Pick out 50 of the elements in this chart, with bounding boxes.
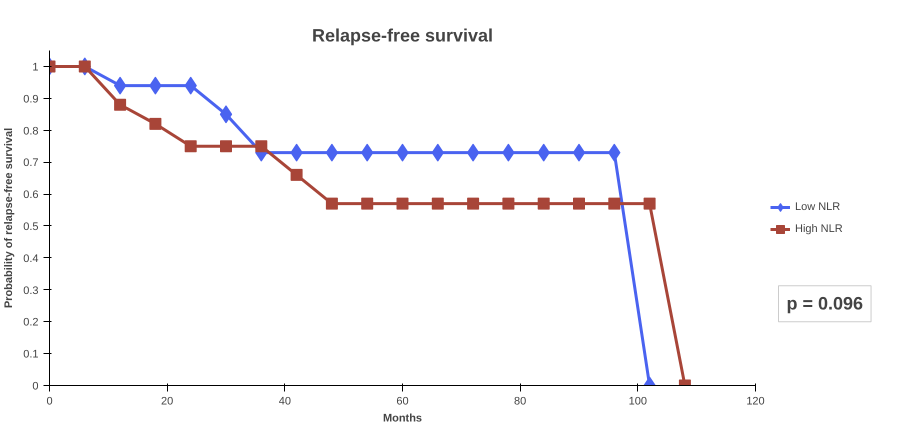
point	[466, 144, 480, 162]
point	[290, 168, 303, 181]
y-tick-label: 1	[32, 61, 39, 74]
y-tick-label: 0.1	[23, 348, 39, 361]
point	[220, 105, 232, 124]
point	[149, 118, 162, 130]
point	[396, 198, 408, 210]
y-tick-label: 0.5	[23, 220, 39, 233]
y-tick-label: 0.7	[23, 157, 39, 170]
legend-label: Low NLR	[795, 200, 840, 212]
point	[644, 198, 656, 210]
point	[326, 144, 338, 162]
point	[361, 198, 374, 210]
x-tick-label: 80	[514, 396, 526, 408]
point	[78, 60, 91, 72]
point	[326, 198, 338, 210]
point	[467, 198, 480, 210]
x-tick-label: 40	[278, 396, 291, 408]
point	[220, 140, 232, 152]
y-tick-label: 0.3	[23, 284, 39, 297]
point	[608, 198, 620, 210]
point	[573, 198, 585, 210]
legend-label: High NLR	[795, 222, 843, 234]
x-axis-title: Months	[382, 412, 422, 424]
y-tick-label: 0.9	[23, 93, 39, 106]
point	[396, 144, 409, 162]
x-tick-label: 100	[628, 396, 648, 408]
point	[502, 198, 514, 210]
point	[432, 198, 444, 210]
x-tick-label: 0	[46, 396, 53, 408]
y-tick-label: 0.2	[23, 316, 39, 329]
y-tick-label: 0.8	[23, 125, 39, 138]
text: p = 0.096	[786, 294, 864, 314]
point	[184, 140, 197, 152]
x-tick-label: 60	[396, 396, 409, 408]
point	[502, 144, 515, 162]
point	[538, 198, 550, 210]
point	[572, 144, 586, 162]
point	[290, 144, 303, 162]
y-tick-label: 0.4	[23, 252, 39, 265]
point	[149, 76, 162, 95]
point	[114, 76, 126, 95]
chart-title: Relapse-free survival	[312, 26, 494, 46]
point	[255, 140, 268, 152]
x-tick-label: 20	[161, 396, 174, 408]
y-axis-title: Probability of relapse-free survival	[3, 128, 16, 308]
y-tick-label: 0	[32, 380, 39, 392]
x-tick-label: 120	[746, 396, 765, 408]
y-tick-label: 0.6	[23, 189, 39, 202]
point	[114, 98, 126, 111]
